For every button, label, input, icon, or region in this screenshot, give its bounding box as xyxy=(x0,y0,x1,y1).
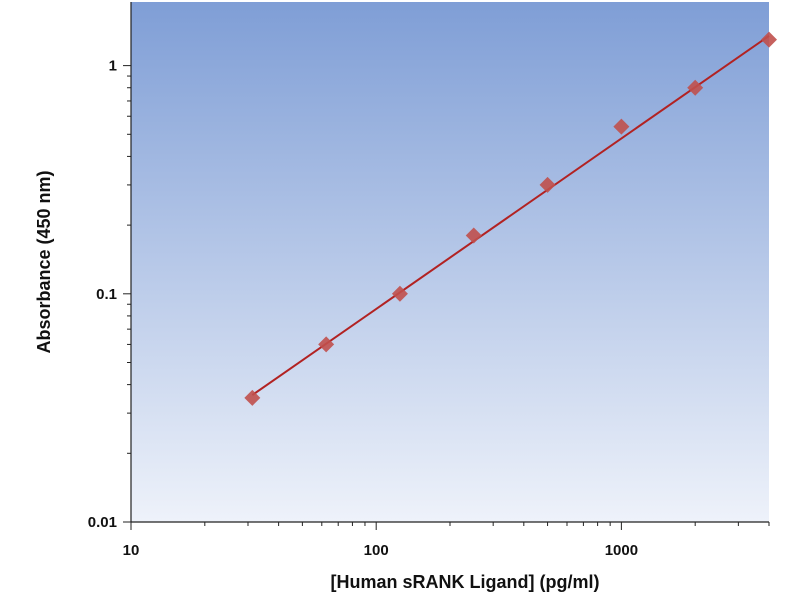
data-point-0-3 xyxy=(465,227,482,244)
plot-area xyxy=(131,2,769,522)
data-point-0-7 xyxy=(761,31,777,48)
data-point-0-1 xyxy=(318,336,335,353)
x-axis-title: [Human sRANK Ligand] (pg/ml) xyxy=(331,572,600,592)
y-tick-label: 1 xyxy=(109,58,117,75)
data-point-0-4 xyxy=(539,176,556,193)
x-tick-label: 100 xyxy=(364,542,389,559)
x-tick-label: 10 xyxy=(123,542,140,559)
x-tick-label: 1000 xyxy=(605,542,638,559)
y-tick-label: 0.1 xyxy=(96,286,117,303)
data-point-0-2 xyxy=(391,285,408,302)
data-point-0-5 xyxy=(613,118,630,135)
fit-line xyxy=(251,35,770,396)
data-point-0-0 xyxy=(244,389,261,406)
y-tick-label: 0.01 xyxy=(88,514,117,531)
data-point-0-6 xyxy=(687,79,704,96)
y-axis-title: Absorbance (450 nm) xyxy=(34,170,54,353)
